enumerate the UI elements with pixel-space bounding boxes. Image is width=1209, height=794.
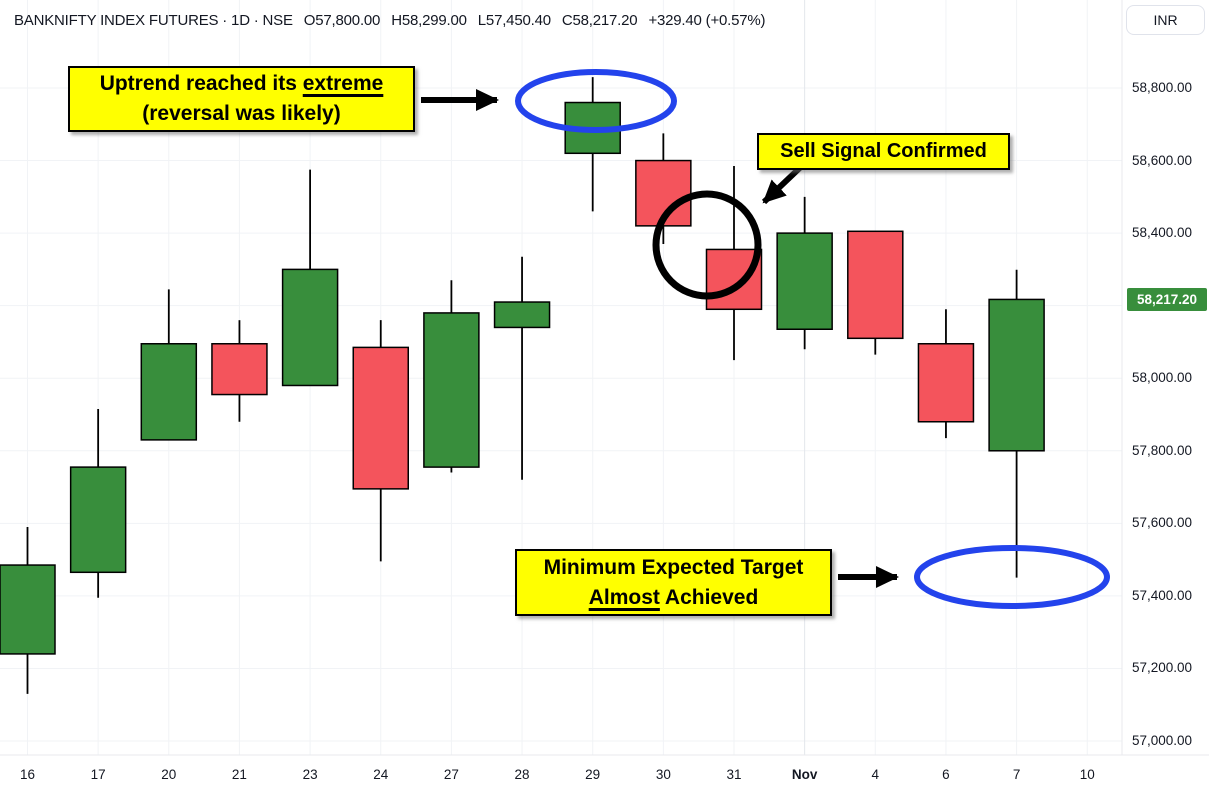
callout-line: (reversal was likely) xyxy=(142,102,341,125)
ellipse-target-low[interactable] xyxy=(914,545,1110,609)
candle-body xyxy=(352,346,409,490)
candle-23[interactable] xyxy=(281,169,339,387)
date-tick-label: 4 xyxy=(871,767,880,782)
date-tick-label: 10 xyxy=(1079,767,1095,782)
currency-button[interactable]: INR xyxy=(1126,5,1205,35)
price-tick-label: 57,000.00 xyxy=(1132,733,1193,748)
circle-sell-signal[interactable] xyxy=(652,190,762,300)
callout-uptrend-extreme[interactable]: Uptrend reached its extreme (reversal wa… xyxy=(68,66,415,132)
ohlc-low: L57,450.40 xyxy=(477,12,551,29)
ellipse-reversal-top[interactable] xyxy=(515,69,677,133)
ohlc-close: C58,217.20 xyxy=(561,12,638,29)
price-tick-label: 57,800.00 xyxy=(1132,442,1193,458)
candle-4[interactable] xyxy=(847,230,904,355)
candle-27[interactable] xyxy=(423,280,480,473)
callout-minimum-target[interactable]: Minimum Expected Target Almost Achieved xyxy=(515,549,832,616)
candle-body xyxy=(917,343,975,423)
callout-sell-signal[interactable]: Sell Signal Confirmed xyxy=(757,133,1010,170)
price-tick-label: 57,400.00 xyxy=(1132,587,1193,603)
candle-body xyxy=(281,268,339,387)
date-tick-label: 30 xyxy=(655,767,671,782)
date-tick-label: 31 xyxy=(726,767,742,782)
symbol-title: BANKNIFTY INDEX FUTURES · 1D · NSE xyxy=(14,12,293,29)
candle-29[interactable] xyxy=(564,77,621,212)
annotation-drawings xyxy=(421,69,1110,609)
callout-line: Almost Achieved xyxy=(588,585,759,609)
candle-body xyxy=(776,232,833,330)
price-tick-label: 58,800.00 xyxy=(1132,80,1193,95)
candle-7[interactable] xyxy=(988,269,1045,578)
date-tick-label: 6 xyxy=(942,767,950,782)
date-tick-label: 16 xyxy=(19,767,36,782)
ohlc-open: O57,800.00 xyxy=(303,12,381,29)
date-tick-label: 7 xyxy=(1012,767,1021,782)
date-tick-label: 28 xyxy=(514,767,530,782)
date-tick-label: 17 xyxy=(90,767,106,782)
candle-16[interactable] xyxy=(0,526,56,694)
callout-line: Minimum Expected Target xyxy=(543,555,804,579)
date-tick-label: 27 xyxy=(443,767,459,782)
candle-30[interactable] xyxy=(635,133,692,244)
price-tick-label: 58,000.00 xyxy=(1132,370,1193,386)
candle-28[interactable] xyxy=(493,256,551,480)
symbol-legend[interactable]: BANKNIFTY INDEX FUTURES · 1D · NSE O57,80… xyxy=(14,12,766,29)
candle-24[interactable] xyxy=(352,320,409,562)
date-tick-label: 20 xyxy=(161,767,177,782)
candle-Nov[interactable] xyxy=(776,196,833,350)
candle-body xyxy=(847,230,904,340)
candle-body xyxy=(140,343,198,441)
candle-body xyxy=(211,343,268,396)
date-tick-label: Nov xyxy=(791,767,818,782)
candle-body xyxy=(0,564,56,655)
candle-body xyxy=(988,298,1045,452)
callout-line: Sell Signal Confirmed xyxy=(780,140,987,162)
candle-17[interactable] xyxy=(69,409,127,598)
candle-body xyxy=(69,466,127,574)
last-price-badge: 58,217.20 xyxy=(1127,287,1207,311)
date-tick-label: 23 xyxy=(302,767,318,782)
candle-31[interactable] xyxy=(705,165,763,361)
candle-body xyxy=(705,248,763,311)
callout-line: Uptrend reached its extreme xyxy=(99,72,384,95)
candles-layer xyxy=(0,77,1045,694)
price-tick-label: 58,400.00 xyxy=(1132,225,1193,241)
candle-body xyxy=(423,312,480,468)
date-tick-label: 21 xyxy=(231,767,247,782)
price-tick-label: 57,600.00 xyxy=(1132,515,1193,531)
axis-borders xyxy=(0,0,1209,756)
price-tick-label: 58,600.00 xyxy=(1132,152,1193,168)
candle-6[interactable] xyxy=(917,309,975,439)
date-tick-label: 24 xyxy=(373,767,389,782)
ohlc-change: +329.40 (+0.57%) xyxy=(648,12,766,29)
price-tick-label: 57,200.00 xyxy=(1132,660,1193,676)
date-tick-label: 29 xyxy=(585,767,601,782)
candle-body xyxy=(493,301,551,329)
candle-21[interactable] xyxy=(211,320,268,422)
candle-20[interactable] xyxy=(140,289,198,441)
ohlc-high: H58,299.00 xyxy=(391,12,467,29)
